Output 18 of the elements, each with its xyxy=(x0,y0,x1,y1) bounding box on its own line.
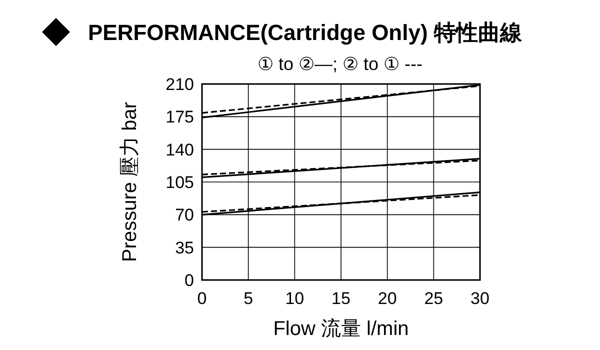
y-tick-label: 105 xyxy=(166,173,194,192)
x-tick-label: 30 xyxy=(470,289,490,308)
x-tick-label: 0 xyxy=(197,289,207,308)
x-tick-label: 15 xyxy=(332,289,350,308)
y-tick-label: 140 xyxy=(166,140,194,160)
x-tick-label: 25 xyxy=(424,289,444,308)
x-tick-label: 20 xyxy=(378,289,397,308)
x-axis-title: Flow 流量 l/min xyxy=(273,318,409,340)
y-tick-label: 0 xyxy=(184,271,194,290)
y-tick-label: 35 xyxy=(175,238,194,258)
x-tick-label: 10 xyxy=(285,289,304,308)
y-axis-title: Pressure 壓力 bar xyxy=(119,102,141,262)
chart-subtitle: ① to ②—; ② to ① --- xyxy=(257,54,423,74)
y-tick-label: 210 xyxy=(166,75,194,94)
chart-title: PERFORMANCE(Cartridge Only) 特性曲線 xyxy=(88,20,523,45)
y-tick-label: 70 xyxy=(175,206,194,225)
x-tick-label: 5 xyxy=(244,289,254,308)
y-tick-label: 175 xyxy=(166,108,194,127)
